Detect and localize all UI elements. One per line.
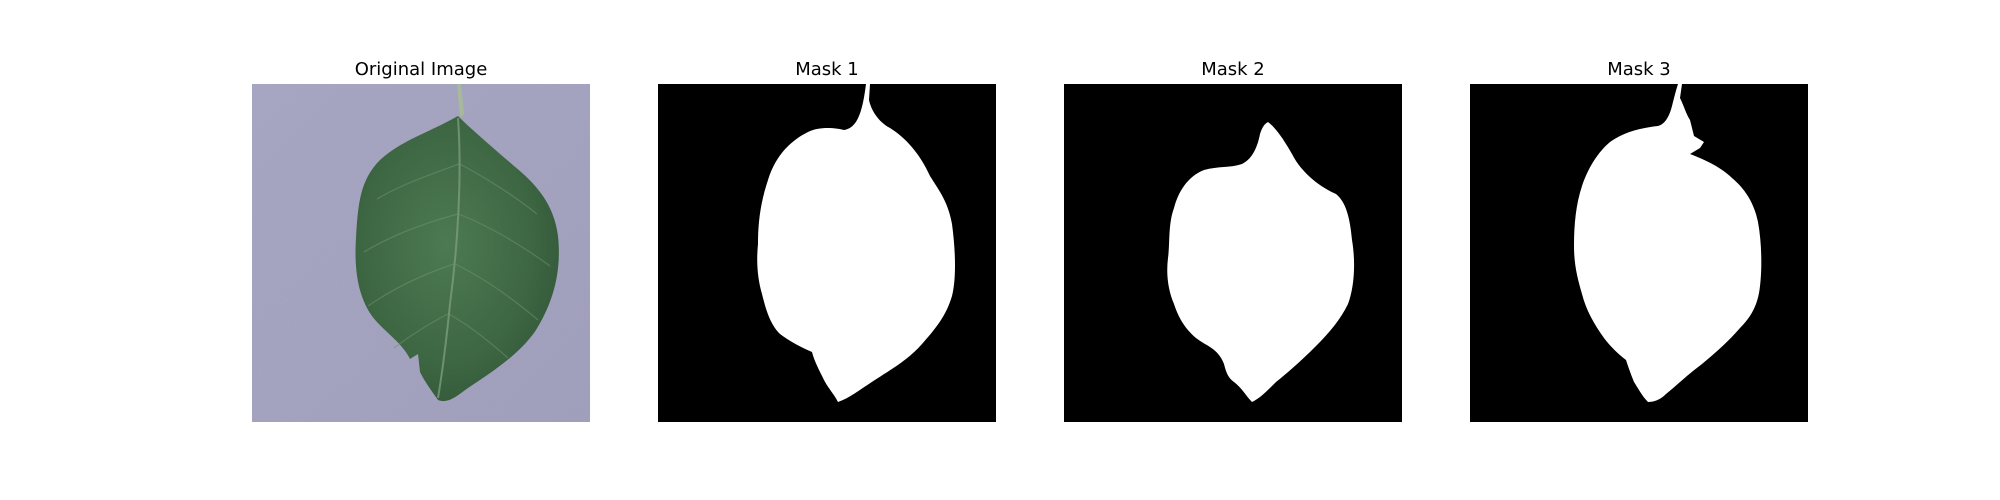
panel-title: Mask 1 (795, 59, 859, 80)
panel-title: Mask 3 (1607, 59, 1671, 80)
panel-title: Mask 2 (1201, 59, 1265, 80)
mask-2-leaf-region (1167, 122, 1355, 402)
mask-3-image (1470, 84, 1808, 422)
mask-2-image (1064, 84, 1402, 422)
mask-3-leaf-region (1574, 84, 1762, 402)
leaf-shape (355, 116, 559, 402)
mask-1-image (658, 84, 996, 422)
original-leaf-photo (252, 84, 590, 422)
panel-title: Original Image (354, 59, 488, 80)
mask-1-leaf-region (757, 84, 955, 402)
